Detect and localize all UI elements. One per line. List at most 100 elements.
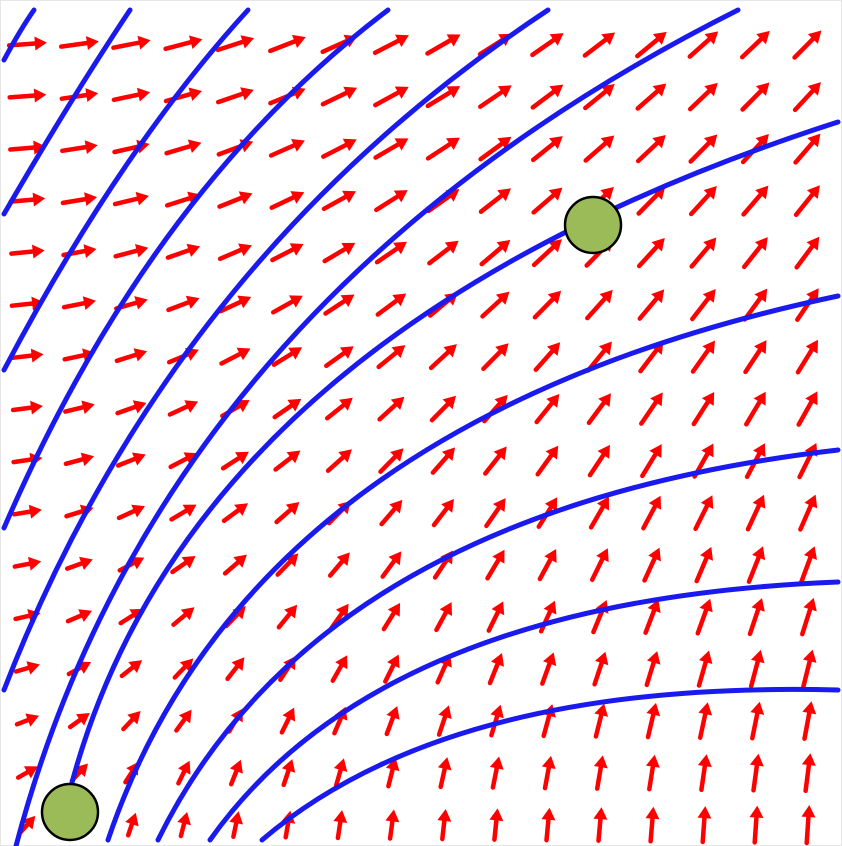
field-arrow-shaft [9, 248, 39, 256]
field-arrow-head [598, 393, 611, 407]
field-arrow-head [699, 650, 713, 664]
field-arrow [163, 35, 203, 52]
field-arrow-shaft [643, 604, 658, 635]
field-arrow-shaft [8, 196, 40, 204]
field-arrow-head [601, 32, 616, 46]
field-arrow-head [240, 35, 255, 49]
field-arrow-head [289, 295, 303, 308]
field-arrow-head [34, 36, 47, 51]
field-arrow [167, 400, 199, 417]
field-arrow [739, 30, 770, 60]
field-arrow-shaft [635, 86, 663, 111]
field-arrow-head [648, 495, 662, 510]
field-arrow-head [549, 136, 563, 150]
field-arrow-head [30, 348, 44, 363]
field-arrow [436, 705, 452, 737]
field-arrow-head [541, 755, 556, 769]
field-arrow [325, 449, 352, 473]
field-arrow-head [806, 185, 820, 199]
field-arrow-head [338, 449, 352, 463]
field-arrow-head [754, 237, 768, 251]
field-arrow-shaft [218, 298, 247, 314]
field-arrow-shaft [793, 137, 818, 165]
field-arrow-head [76, 713, 90, 726]
field-arrow-shaft [531, 190, 559, 215]
field-arrow-shaft [427, 243, 455, 266]
field-arrow-head [546, 394, 560, 408]
field-arrow-head [132, 400, 147, 414]
field-arrow [112, 191, 149, 207]
field-arrow-shaft [322, 244, 351, 264]
field-arrow-shaft [645, 708, 657, 740]
field-arrow-shaft [739, 34, 767, 60]
field-arrow [174, 709, 192, 733]
field-arrow-head [393, 241, 407, 255]
field-arrow-head [177, 812, 191, 826]
field-arrow-shaft [478, 139, 508, 162]
field-arrow-head [85, 88, 99, 102]
field-arrow [636, 238, 665, 269]
field-arrow-head [339, 397, 353, 411]
streamline [259, 686, 841, 843]
field-arrow-head [289, 243, 304, 256]
field-arrow [171, 607, 195, 627]
field-arrow [222, 554, 247, 576]
field-arrow [741, 185, 769, 217]
field-arrow-head [489, 756, 504, 770]
field-arrow-head [547, 342, 561, 356]
field-arrow-head [178, 709, 192, 724]
field-arrow-head [342, 190, 356, 204]
field-arrow [582, 32, 616, 58]
field-arrow [478, 136, 512, 162]
field-arrow [637, 289, 665, 321]
field-arrow-head [593, 755, 608, 769]
field-arrow-head [388, 551, 402, 566]
field-arrow [690, 289, 716, 322]
field-arrow-head [495, 291, 510, 305]
field-arrow [58, 36, 99, 50]
field-arrow-head [544, 497, 558, 512]
field-arrow-shaft [642, 552, 659, 583]
field-arrow-head [442, 395, 456, 410]
field-arrow-shaft [583, 86, 611, 111]
field-arrow [792, 30, 822, 60]
field-arrow-head [288, 347, 303, 360]
field-arrow-head [446, 34, 461, 47]
field-arrow-head [755, 82, 770, 96]
field-arrow [428, 344, 457, 371]
field-arrow-head [702, 289, 716, 303]
field-arrow [378, 448, 404, 474]
field-arrow [177, 812, 191, 839]
field-arrow-head [131, 504, 145, 518]
field-arrow [586, 393, 611, 426]
field-arrow [8, 140, 46, 155]
field-arrow-head [285, 502, 300, 516]
field-arrow-head [137, 35, 151, 50]
streamline [1, 7, 551, 693]
field-arrow-shaft [484, 502, 504, 529]
field-arrow-head [648, 547, 661, 562]
field-arrow-head [339, 346, 354, 359]
field-arrow-head [491, 601, 505, 616]
field-arrow-head [387, 602, 401, 617]
field-arrow-head [32, 192, 46, 207]
field-arrow [374, 190, 408, 213]
field-arrow [486, 601, 505, 633]
field-arrow-shaft [373, 140, 404, 160]
field-arrow [531, 187, 563, 215]
field-arrow [268, 34, 306, 54]
field-arrow-head [26, 661, 40, 675]
field-arrow [228, 759, 243, 787]
field-arrow-shaft [538, 605, 554, 634]
field-arrow-head [392, 293, 407, 307]
field-arrow-head [651, 238, 665, 252]
field-arrow [11, 504, 42, 519]
field-arrow [583, 135, 615, 163]
field-arrow [271, 347, 303, 367]
field-arrow-shaft [60, 196, 92, 206]
field-arrow-head [541, 807, 556, 821]
field-arrow-shaft [532, 294, 558, 320]
field-arrow-shaft [745, 499, 763, 532]
field-arrow-head [749, 805, 764, 818]
field-arrow-shaft [699, 759, 708, 793]
